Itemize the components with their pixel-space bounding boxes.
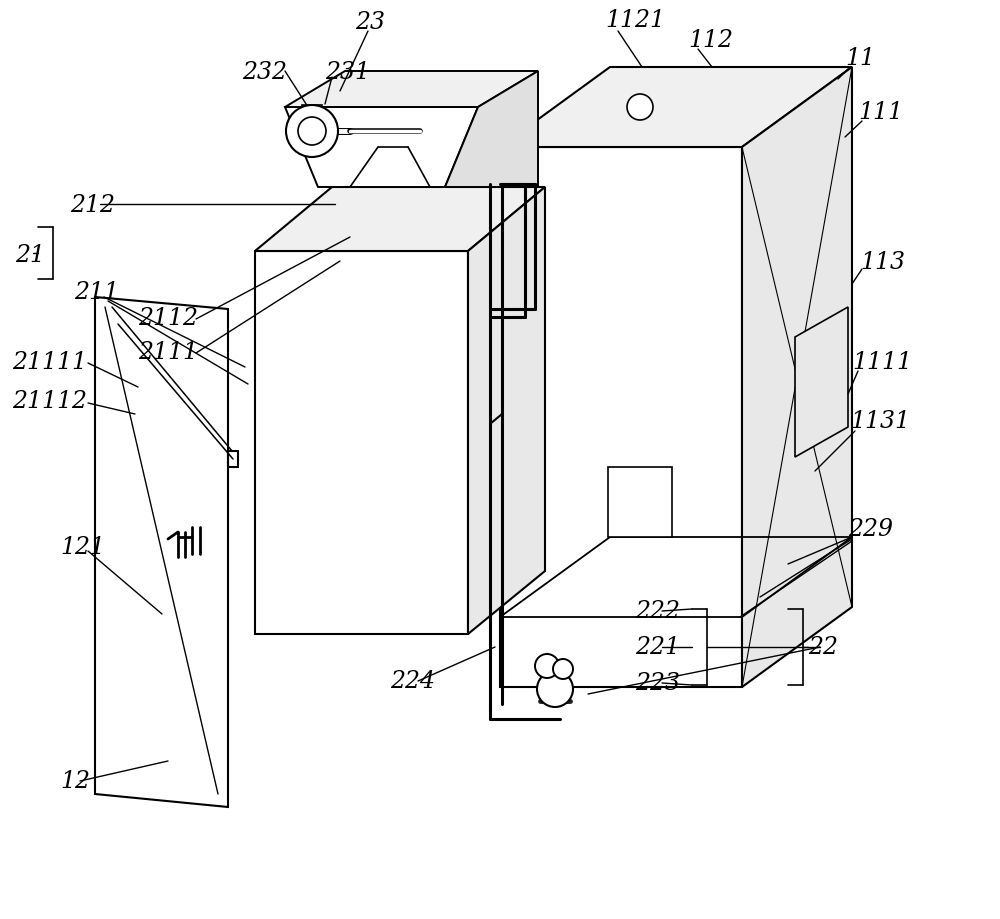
Text: 113: 113 — [860, 250, 905, 273]
Text: 2111: 2111 — [138, 340, 198, 363]
Text: 21112: 21112 — [12, 390, 87, 413]
Text: 2112: 2112 — [138, 306, 198, 329]
Text: 11: 11 — [845, 47, 875, 70]
Polygon shape — [255, 252, 468, 634]
Text: 121: 121 — [60, 536, 105, 559]
Polygon shape — [468, 187, 545, 634]
Circle shape — [535, 654, 559, 678]
Text: 12: 12 — [60, 769, 90, 792]
Circle shape — [286, 106, 338, 158]
Text: 111: 111 — [858, 100, 903, 123]
Text: 224: 224 — [390, 670, 435, 693]
Text: 1111: 1111 — [852, 350, 912, 373]
Text: 112: 112 — [688, 28, 733, 51]
Circle shape — [627, 95, 653, 121]
Text: 22: 22 — [808, 636, 838, 659]
Text: 21111: 21111 — [12, 350, 87, 373]
Text: 211: 211 — [74, 280, 119, 303]
Polygon shape — [285, 72, 538, 108]
Polygon shape — [302, 106, 322, 114]
Circle shape — [553, 659, 573, 679]
Text: 212: 212 — [70, 193, 115, 216]
Text: 232: 232 — [242, 61, 287, 84]
Polygon shape — [255, 187, 545, 252]
Polygon shape — [795, 308, 848, 458]
Circle shape — [537, 671, 573, 708]
Text: 221: 221 — [635, 636, 680, 659]
Polygon shape — [285, 108, 478, 187]
Text: 23: 23 — [355, 10, 385, 33]
Circle shape — [298, 118, 326, 146]
Polygon shape — [608, 468, 672, 538]
Text: 231: 231 — [325, 61, 370, 84]
Text: 223: 223 — [635, 672, 680, 695]
Text: 1121: 1121 — [605, 8, 665, 31]
Polygon shape — [500, 148, 742, 687]
Polygon shape — [500, 68, 852, 148]
Polygon shape — [742, 68, 852, 687]
Polygon shape — [445, 72, 538, 187]
Text: 21: 21 — [15, 244, 45, 267]
Text: 222: 222 — [635, 600, 680, 623]
Text: 1131: 1131 — [850, 410, 910, 433]
Polygon shape — [95, 298, 228, 807]
Text: 229: 229 — [848, 518, 893, 541]
